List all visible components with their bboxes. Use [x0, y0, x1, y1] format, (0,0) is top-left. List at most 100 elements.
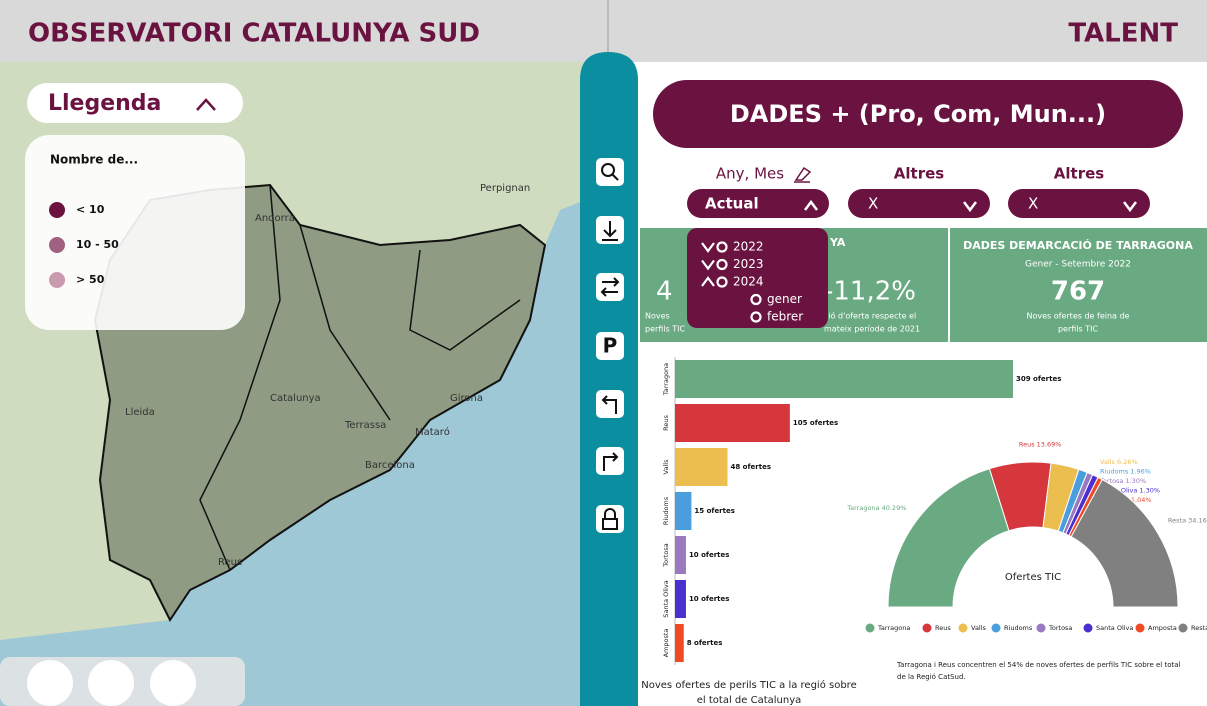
legend-swatch	[1084, 624, 1093, 633]
map-label: Perpignan	[480, 183, 530, 194]
header-title: OBSERVATORI CATALUNYA SUD	[28, 19, 480, 49]
filter-value[interactable]: X	[868, 195, 878, 213]
bar-category: Riudoms	[662, 496, 670, 525]
map-label: Lleida	[125, 407, 155, 418]
bar-label: 10 ofertes	[689, 595, 730, 603]
bar-category: Santa Oliva	[662, 580, 670, 617]
filter-label: Any, Mes	[716, 165, 784, 183]
filter-label: Altres	[1054, 165, 1104, 183]
tool-back[interactable]	[596, 390, 624, 418]
legend-label: < 10	[76, 203, 105, 216]
card-title: YA	[829, 236, 846, 249]
page: { "header": {"title": "OBSERVATORI CATAL…	[0, 0, 1207, 706]
bar	[675, 624, 684, 662]
legend-label: Amposta	[1148, 624, 1177, 632]
card-value: 767	[1051, 277, 1105, 307]
map-label: Andorra	[255, 213, 295, 224]
legend-swatch	[1136, 624, 1145, 633]
legend-label: 10 - 50	[76, 238, 119, 251]
round-button[interactable]	[88, 660, 134, 706]
card-subtitle: Gener - Setembre 2022	[1025, 260, 1131, 270]
bar	[675, 492, 691, 530]
filter-label: Altres	[894, 165, 944, 183]
card-desc: ció d'oferta respecte el	[824, 311, 916, 321]
card-desc: Noves ofertes de feina de	[1027, 312, 1130, 321]
bar-category: Tortosa	[662, 543, 670, 567]
bar-label: 309 ofertes	[1016, 375, 1061, 383]
bar	[675, 404, 790, 442]
tool-parking-label[interactable]: P	[603, 334, 618, 358]
legend-swatch	[49, 202, 65, 218]
donut-label: Riudoms 1.96%	[1100, 468, 1151, 476]
donut-label: Resta 34.16%	[1168, 517, 1207, 525]
tool-turn[interactable]	[596, 447, 624, 475]
card-desc: mateix període de 2021	[824, 325, 920, 334]
legend-label: Reus	[935, 624, 951, 632]
header-section: TALENT	[1068, 19, 1178, 49]
bar-category: Tarragona	[662, 363, 670, 396]
dropdown-option[interactable]: gener	[767, 292, 802, 306]
map-label: Terrassa	[344, 420, 386, 431]
bar-label: 15 ofertes	[694, 507, 735, 515]
bar-category: Amposta	[662, 629, 670, 658]
map-label: Barcelona	[365, 460, 415, 471]
bar	[675, 448, 728, 486]
dropdown-option[interactable]: 2024	[733, 275, 764, 289]
legend-label: Valls	[971, 624, 987, 632]
donut-caption: Tarragona i Reus concentren el 54% de no…	[896, 661, 1181, 669]
dashboard: Andorra Perpignan Lleida Girona Catalunya Ter…	[0, 0, 1207, 706]
legend-swatch	[992, 624, 1001, 633]
filter-value[interactable]: Actual	[705, 195, 759, 213]
legend-label: Tortosa	[1048, 624, 1072, 632]
dropdown-option[interactable]: febrer	[767, 310, 803, 324]
map-label: Catalunya	[270, 393, 321, 404]
donut-label: Reus 13.69%	[1019, 441, 1062, 449]
legend-swatch	[866, 624, 875, 633]
donut-title: Ofertes TIC	[1005, 572, 1061, 583]
dades-button-label[interactable]: DADES + (Pro, Com, Mun...)	[730, 100, 1106, 128]
toolbar	[580, 52, 638, 706]
legend-label: > 50	[76, 273, 105, 286]
bar	[675, 360, 1013, 398]
bar-label: 10 ofertes	[689, 551, 730, 559]
card-desc: perfils TIC	[1058, 325, 1099, 334]
legend-label: Tarragona	[877, 624, 910, 632]
bar-label: 105 ofertes	[793, 419, 838, 427]
bar	[675, 536, 686, 574]
dropdown-option[interactable]: 2022	[733, 240, 764, 254]
donut-caption: de la Regió CatSud.	[897, 673, 966, 681]
round-button[interactable]	[150, 660, 196, 706]
bar-label: 48 ofertes	[731, 463, 772, 471]
map-label: Mataró	[415, 426, 450, 438]
legend-title: Nombre de...	[50, 153, 138, 167]
round-button[interactable]	[27, 660, 73, 706]
legend-swatch	[49, 272, 65, 288]
card-desc: Noves	[645, 312, 670, 321]
map-label: Reus	[218, 557, 242, 568]
donut-label: Tarragona 40.29%	[846, 504, 906, 512]
legend-label: Riudoms	[1004, 624, 1033, 632]
bar	[675, 580, 686, 618]
filter-value[interactable]: X	[1028, 195, 1038, 213]
tool-swap[interactable]	[596, 273, 624, 301]
bar-label: 8 ofertes	[687, 639, 723, 647]
card-value: -11,2%	[824, 277, 916, 307]
legend-label: Resta	[1191, 624, 1207, 632]
legend-swatch	[923, 624, 932, 633]
bar-caption: el total de Catalunya	[697, 695, 802, 706]
donut-label: Valls 6.26%	[1100, 458, 1138, 466]
bar-category: Reus	[662, 415, 670, 431]
card-desc: perfils TIC	[645, 325, 686, 334]
card-value: 4	[656, 277, 673, 307]
legend-label: Santa Oliva	[1096, 624, 1133, 632]
map-label: Girona	[450, 393, 483, 404]
legend-swatch	[959, 624, 968, 633]
dropdown-option[interactable]: 2023	[733, 257, 764, 271]
card-title: DADES DEMARCACIÓ DE TARRAGONA	[963, 239, 1193, 252]
legend-button-label[interactable]: Llegenda	[48, 91, 161, 116]
legend-swatch	[1179, 624, 1188, 633]
bar-caption: Noves ofertes de perils TIC a la regió s…	[641, 679, 856, 691]
legend-swatch	[1037, 624, 1046, 633]
bar-category: Valls	[662, 459, 670, 475]
tool-search[interactable]	[596, 158, 624, 186]
